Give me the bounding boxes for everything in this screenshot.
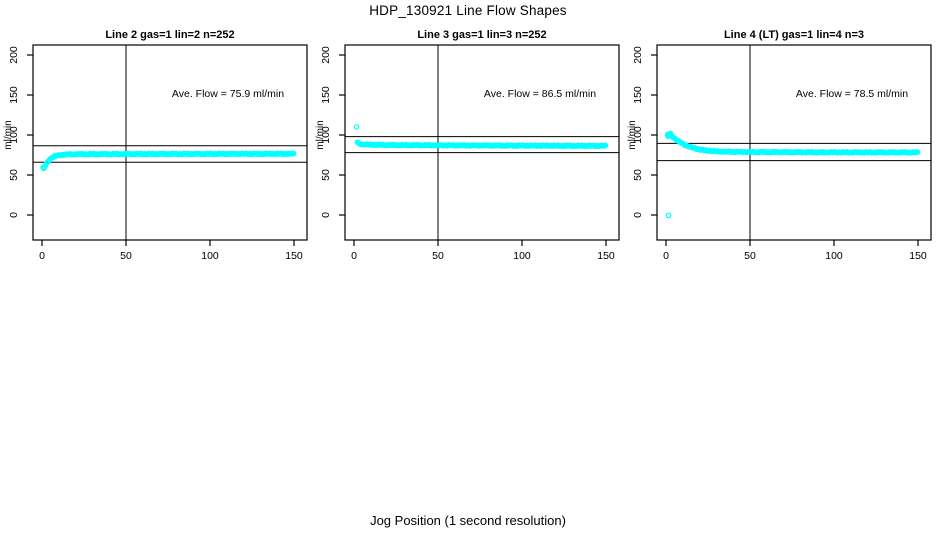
- data-point: [602, 142, 609, 149]
- panel-title: Line 2 gas=1 lin=2 n=252: [105, 29, 234, 41]
- panel-title: Line 3 gas=1 lin=3 n=252: [417, 29, 546, 41]
- ave-flow-annotation: Ave. Flow = 78.5 ml/min: [796, 88, 908, 100]
- y-tick-label: 150: [320, 86, 332, 104]
- reference-lines: [657, 45, 931, 240]
- y-tick-label: 150: [8, 86, 20, 104]
- shared-x-axis-label: Jog Position (1 second resolution): [370, 513, 566, 528]
- data-points: [664, 130, 921, 219]
- panel-title: Line 4 (LT) gas=1 lin=4 n=3: [724, 29, 864, 41]
- y-tick-label: 50: [632, 169, 644, 181]
- x-tick-label: 0: [663, 250, 669, 262]
- y-tick-label: 0: [8, 212, 20, 218]
- data-point: [353, 124, 360, 130]
- x-tick-label: 50: [432, 250, 444, 262]
- x-tick-label: 100: [513, 250, 531, 262]
- panel-line4-chart: Line 4 (LT) gas=1 lin=4 n=3 ml/min 0 50 10…: [627, 29, 932, 262]
- y-tick-label: 100: [8, 126, 20, 144]
- data-point: [40, 164, 46, 171]
- axes: 0 50 100 150 200 0 50 100 150: [632, 44, 932, 262]
- y-tick-label: 50: [8, 169, 20, 181]
- y-axis-label: ml/min: [627, 120, 638, 149]
- ave-flow-annotation: Ave. Flow = 75.9 ml/min: [172, 88, 284, 100]
- data-point: [290, 150, 297, 157]
- y-tick-label: 0: [632, 212, 644, 218]
- y-tick-label: 50: [320, 169, 332, 181]
- axes: 0 50 100 150 200 0 50 100 150: [8, 44, 308, 262]
- x-tick-label: 150: [285, 250, 303, 262]
- axes: 0 50 100 150 200 0 50 100 150: [320, 44, 620, 262]
- panel-line2-chart: Line 2 gas=1 lin=2 n=252 ml/min 0 50 100 15…: [3, 29, 308, 262]
- y-tick-label: 200: [320, 46, 332, 64]
- data-point: [668, 133, 675, 139]
- data-points: [353, 124, 609, 150]
- ave-flow-annotation: Ave. Flow = 86.5 ml/min: [484, 88, 596, 100]
- y-tick-label: 100: [320, 126, 332, 144]
- x-tick-label: 150: [597, 250, 615, 262]
- panel-row: Line 2 gas=1 lin=2 n=252 ml/min 0 50 100 15…: [3, 29, 932, 262]
- data-point: [914, 149, 921, 155]
- y-tick-label: 150: [632, 86, 644, 104]
- y-axis-label: ml/min: [3, 120, 14, 149]
- x-tick-label: 0: [39, 250, 45, 262]
- x-tick-label: 50: [120, 250, 132, 262]
- x-tick-label: 50: [744, 250, 756, 262]
- reference-lines: [33, 45, 307, 240]
- x-tick-label: 100: [201, 250, 219, 262]
- x-tick-label: 150: [909, 250, 927, 262]
- y-tick-label: 200: [8, 46, 20, 64]
- data-point: [665, 212, 672, 219]
- data-points: [40, 150, 297, 172]
- main-title: HDP_130921 Line Flow Shapes: [369, 3, 567, 18]
- x-tick-label: 100: [825, 250, 843, 262]
- y-tick-label: 200: [632, 46, 644, 64]
- y-tick-label: 100: [632, 126, 644, 144]
- y-tick-label: 0: [320, 212, 332, 218]
- x-tick-label: 0: [351, 250, 357, 262]
- panel-line3-chart: Line 3 gas=1 lin=3 n=252 ml/min 0 50 100 15…: [315, 29, 620, 262]
- y-axis-label: ml/min: [315, 120, 326, 149]
